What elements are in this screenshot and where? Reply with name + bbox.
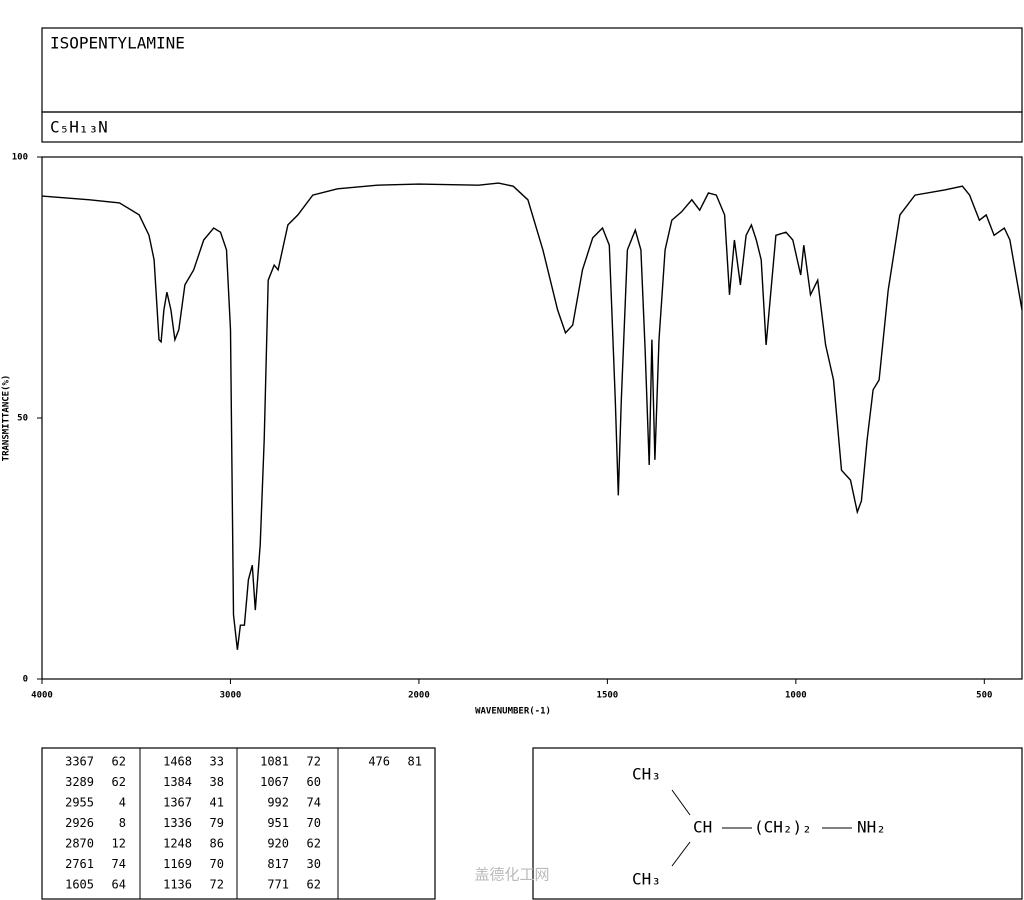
peak-wavenumber: 476	[368, 755, 390, 769]
peak-transmittance: 30	[307, 857, 321, 871]
x-tick-label: 1500	[597, 691, 619, 701]
structure-group: CH₃	[632, 870, 661, 889]
x-tick-label: 500	[976, 691, 992, 701]
spectrum-line	[41, 182, 1023, 650]
structure-group: CH₃	[632, 765, 661, 784]
y-tick-label: 0	[23, 675, 28, 685]
structure-group: CH	[693, 818, 712, 837]
peak-transmittance: 64	[112, 878, 126, 892]
structure-group: (CH₂)₂	[754, 818, 812, 837]
peak-transmittance: 70	[210, 857, 224, 871]
peak-wavenumber: 3367	[65, 755, 94, 769]
peak-transmittance: 86	[210, 837, 224, 851]
x-tick-label: 1000	[785, 691, 807, 701]
peak-wavenumber: 992	[267, 796, 289, 810]
peak-transmittance: 62	[112, 775, 126, 789]
peak-transmittance: 41	[210, 796, 224, 810]
peak-transmittance: 60	[307, 775, 321, 789]
structure-box	[532, 747, 1023, 900]
peak-wavenumber: 2870	[65, 837, 94, 851]
peak-wavenumber: 1081	[260, 755, 289, 769]
peak-transmittance: 74	[112, 857, 126, 871]
peak-transmittance: 81	[408, 755, 422, 769]
peak-transmittance: 62	[112, 755, 126, 769]
peak-wavenumber: 1067	[260, 775, 289, 789]
peak-transmittance: 70	[307, 816, 321, 830]
title-box	[41, 27, 1023, 113]
peak-transmittance: 72	[307, 755, 321, 769]
plot-frame	[41, 156, 1023, 680]
peak-wavenumber: 951	[267, 816, 289, 830]
peak-wavenumber: 1605	[65, 878, 94, 892]
formula-box	[41, 111, 1023, 143]
x-tick-label: 4000	[31, 691, 53, 701]
peak-table: 3367 62 3289 62 2955 4 2926 8 2870 12 2761 74 1605 64…	[41, 747, 436, 900]
peak-transmittance: 4	[119, 796, 126, 810]
watermark: 盖德化工网	[474, 866, 549, 884]
structure-group: NH₂	[857, 818, 886, 837]
peak-transmittance: 74	[307, 796, 321, 810]
peak-transmittance: 62	[307, 878, 321, 892]
peak-transmittance: 12	[112, 837, 126, 851]
x-tick-label: 3000	[220, 691, 242, 701]
x-tick-label: 2000	[408, 691, 430, 701]
y-axis-label: TRANSMITTANCE(%)	[2, 375, 12, 462]
peak-wavenumber: 2955	[65, 796, 94, 810]
bond	[671, 789, 691, 816]
peak-wavenumber: 2761	[65, 857, 94, 871]
peak-wavenumber: 2926	[65, 816, 94, 830]
peak-wavenumber: 817	[267, 857, 289, 871]
peak-wavenumber: 1169	[163, 857, 192, 871]
peak-wavenumber: 1468	[163, 755, 192, 769]
peak-wavenumber: 1384	[163, 775, 192, 789]
peak-wavenumber: 1248	[163, 837, 192, 851]
peak-wavenumber: 1367	[163, 796, 192, 810]
peak-wavenumber: 3289	[65, 775, 94, 789]
formula: C₅H₁₃N	[50, 118, 108, 137]
peak-wavenumber: 1136	[163, 878, 192, 892]
peak-wavenumber: 771	[267, 878, 289, 892]
peak-transmittance: 8	[119, 816, 126, 830]
peak-transmittance: 38	[210, 775, 224, 789]
bond	[671, 841, 691, 867]
peak-transmittance: 79	[210, 816, 224, 830]
peak-transmittance: 62	[307, 837, 321, 851]
structure: CH₃ CH (CH₂)₂ NH₂ CH₃	[632, 765, 886, 889]
peak-transmittance: 33	[210, 755, 224, 769]
peak-wavenumber: 1336	[163, 816, 192, 830]
peak-wavenumber: 920	[267, 837, 289, 851]
y-tick-label: 50	[17, 414, 28, 424]
y-tick-label: 100	[12, 153, 28, 163]
peak-transmittance: 72	[210, 878, 224, 892]
compound-name: ISOPENTYLAMINE	[50, 34, 185, 53]
x-axis-label: WAVENUMBER(-1)	[475, 707, 551, 717]
table-frame	[41, 747, 436, 900]
